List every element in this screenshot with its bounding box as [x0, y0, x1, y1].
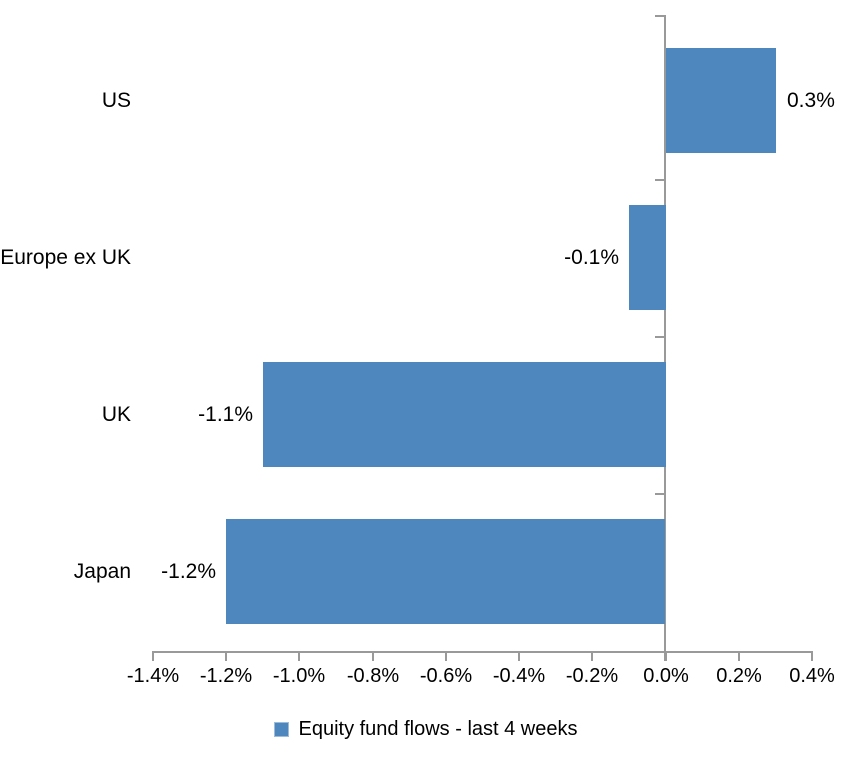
bar-uk [263, 362, 666, 467]
bar-europe-ex-uk [629, 205, 666, 310]
bar-japan [226, 519, 665, 624]
legend-label: Equity fund flows - last 4 weeks [298, 718, 578, 740]
x-axis-tick [738, 651, 740, 661]
x-axis-tick [811, 651, 813, 661]
x-axis-tick [445, 651, 447, 661]
x-axis-tick [518, 651, 520, 661]
category-label: UK [101, 403, 131, 426]
x-axis-tick [152, 651, 154, 661]
x-axis-tick [665, 651, 667, 661]
data-label: -1.1% [198, 403, 253, 426]
x-axis-tick-label: -1.2% [199, 665, 253, 687]
x-axis-tick-label: -0.4% [492, 665, 546, 687]
x-axis-tick [591, 651, 593, 661]
zero-value-axis-line [664, 15, 666, 661]
x-axis-tick-label: 0.4% [789, 665, 835, 687]
x-axis-tick [225, 651, 227, 661]
x-axis-tick-label: 0.0% [643, 665, 689, 687]
x-axis-tick-label: -0.6% [419, 665, 473, 687]
legend: Equity fund flows - last 4 weeks [0, 716, 852, 742]
x-axis-tick-label: 0.2% [716, 665, 762, 687]
x-axis-tick-label: -1.4% [126, 665, 180, 687]
category-label: Europe ex UK [0, 246, 131, 269]
x-axis-line [152, 651, 813, 653]
category-axis-tick [655, 15, 665, 17]
category-axis-tick [655, 493, 665, 495]
data-label: -1.2% [161, 560, 216, 583]
data-label: -0.1% [564, 246, 619, 269]
legend-marker-icon [274, 721, 290, 737]
category-label: US [101, 89, 131, 112]
x-axis-tick-label: -0.2% [565, 665, 619, 687]
data-label: 0.3% [787, 89, 835, 112]
category-axis-tick [655, 336, 665, 338]
x-axis-tick-label: -1.0% [272, 665, 326, 687]
x-axis-tick [372, 651, 374, 661]
x-axis-tick-label: -0.8% [346, 665, 400, 687]
category-axis-tick [655, 179, 665, 181]
bar-us [666, 48, 776, 153]
x-axis-tick [298, 651, 300, 661]
category-label: Japan [73, 560, 131, 583]
